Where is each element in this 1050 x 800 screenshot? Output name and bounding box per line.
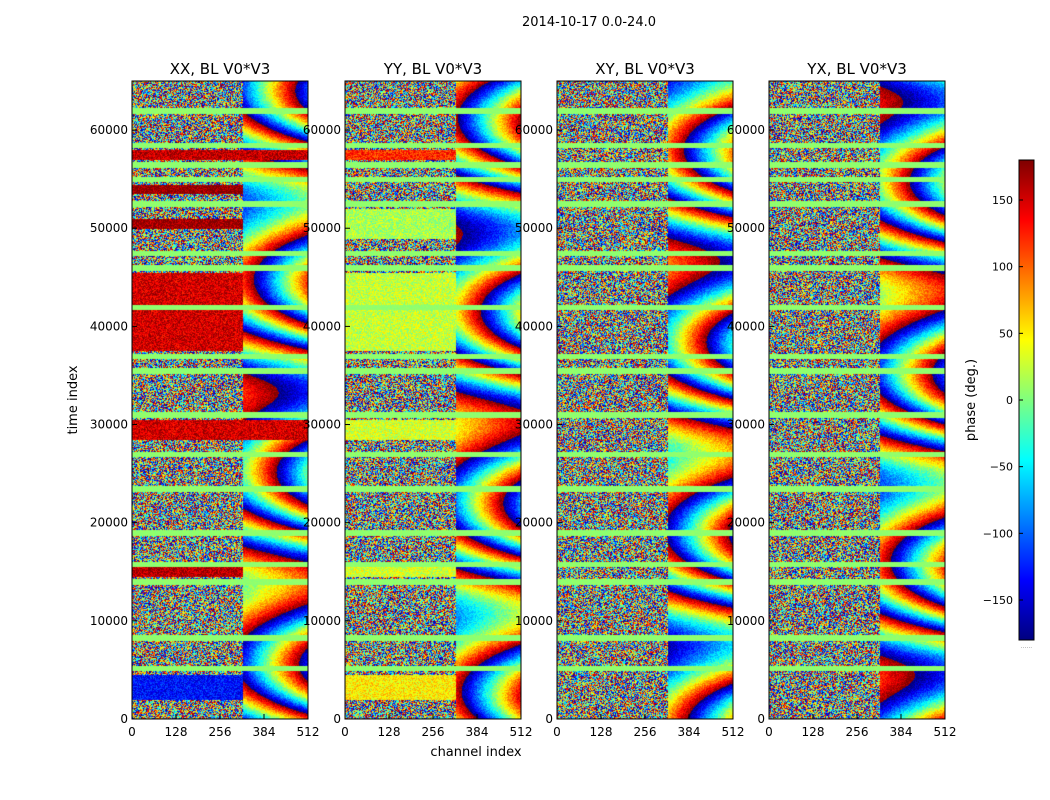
- y-tick-label: 10000: [90, 614, 128, 628]
- x-tick-label: 0: [553, 725, 561, 739]
- panel-4: YX, BL V0*V3 0 128 256 384 512 0 10000 20000 3000…: [727, 60, 957, 739]
- y-tick-label: 40000: [515, 319, 553, 333]
- panel-title: YX, BL V0*V3: [806, 60, 907, 78]
- panel-title: XY, BL V0*V3: [595, 60, 695, 78]
- y-tick-label: 30000: [303, 418, 341, 432]
- x-tick-label: 256: [209, 725, 232, 739]
- panel-1: XX, BL V0*V3 0 128 256 384 512 0 10000 20000 3000…: [90, 60, 320, 739]
- x-tick-label: 512: [297, 725, 320, 739]
- y-tick-label: 0: [120, 712, 128, 726]
- y-tick-label: 30000: [515, 418, 553, 432]
- y-tick-label: 30000: [727, 418, 765, 432]
- panels: XX, BL V0*V3 0 128 256 384 512 0 10000 20000 3000…: [90, 60, 957, 739]
- y-tick-label: 10000: [515, 614, 553, 628]
- y-axis-label: time index: [66, 365, 81, 434]
- y-tick-label: 50000: [727, 221, 765, 235]
- y-tick-label: 40000: [727, 319, 765, 333]
- heatmap-image: [557, 81, 733, 719]
- x-tick-label: 384: [678, 725, 701, 739]
- x-tick-label: 128: [590, 725, 613, 739]
- panel-3: XY, BL V0*V3 0 128 256 384 512 0 10000 20000 3000…: [515, 60, 745, 739]
- y-tick-label: 40000: [90, 319, 128, 333]
- x-tick-label: 512: [934, 725, 957, 739]
- colorbar-tick-label: −100: [983, 527, 1013, 540]
- y-tick-label: 20000: [90, 516, 128, 530]
- y-tick-label: 60000: [515, 123, 553, 137]
- y-tick-label: 60000: [727, 123, 765, 137]
- x-tick-label: 128: [378, 725, 401, 739]
- x-tick-label: 256: [634, 725, 657, 739]
- heatmap-image: [132, 81, 308, 719]
- panel-2: YY, BL V0*V3 0 128 256 384 512 0 10000 20000 3000…: [303, 60, 533, 739]
- x-tick-label: 0: [128, 725, 136, 739]
- x-tick-label: 384: [466, 725, 489, 739]
- y-tick-label: 10000: [727, 614, 765, 628]
- heatmap-image: [769, 81, 945, 719]
- colorbar-tick-label: −150: [983, 594, 1013, 607]
- y-tick-label: 0: [545, 712, 553, 726]
- panel-title: XX, BL V0*V3: [170, 60, 271, 78]
- x-tick-label: 256: [422, 725, 445, 739]
- x-tick-label: 0: [341, 725, 349, 739]
- x-tick-label: 384: [890, 725, 913, 739]
- panel-title: YY, BL V0*V3: [383, 60, 482, 78]
- y-tick-label: 50000: [90, 221, 128, 235]
- colorbar-footnote: ......: [1021, 643, 1033, 650]
- x-axis-label: channel index: [430, 745, 521, 760]
- y-tick-label: 50000: [515, 221, 553, 235]
- colorbar-label: phase (deg.): [964, 359, 979, 441]
- y-tick-label: 20000: [727, 516, 765, 530]
- x-tick-label: 128: [165, 725, 188, 739]
- y-tick-label: 30000: [90, 418, 128, 432]
- colorbar-tick-label: 150: [992, 194, 1013, 207]
- heatmap-image: [345, 81, 521, 719]
- y-tick-label: 0: [757, 712, 765, 726]
- y-tick-label: 40000: [303, 319, 341, 333]
- y-tick-label: 20000: [515, 516, 553, 530]
- colorbar-tick-label: 100: [992, 261, 1013, 274]
- colorbar-tick-label: −50: [990, 461, 1013, 474]
- colorbar: 150 100 50 0 −50 −100 −150 phase (deg.)......: [964, 159, 1035, 650]
- colorbar-tick-label: 0: [1006, 394, 1013, 407]
- colorbar-tick-label: 50: [999, 327, 1013, 340]
- y-tick-label: 50000: [303, 221, 341, 235]
- figure-suptitle: 2014-10-17 0.0-24.0: [522, 15, 656, 30]
- y-tick-label: 60000: [303, 123, 341, 137]
- y-tick-label: 60000: [90, 123, 128, 137]
- x-tick-label: 384: [253, 725, 276, 739]
- x-tick-label: 256: [846, 725, 869, 739]
- y-tick-label: 10000: [303, 614, 341, 628]
- x-tick-label: 0: [765, 725, 773, 739]
- y-tick-label: 0: [333, 712, 341, 726]
- x-tick-label: 512: [722, 725, 745, 739]
- x-tick-label: 512: [510, 725, 533, 739]
- x-tick-label: 128: [802, 725, 825, 739]
- y-tick-label: 20000: [303, 516, 341, 530]
